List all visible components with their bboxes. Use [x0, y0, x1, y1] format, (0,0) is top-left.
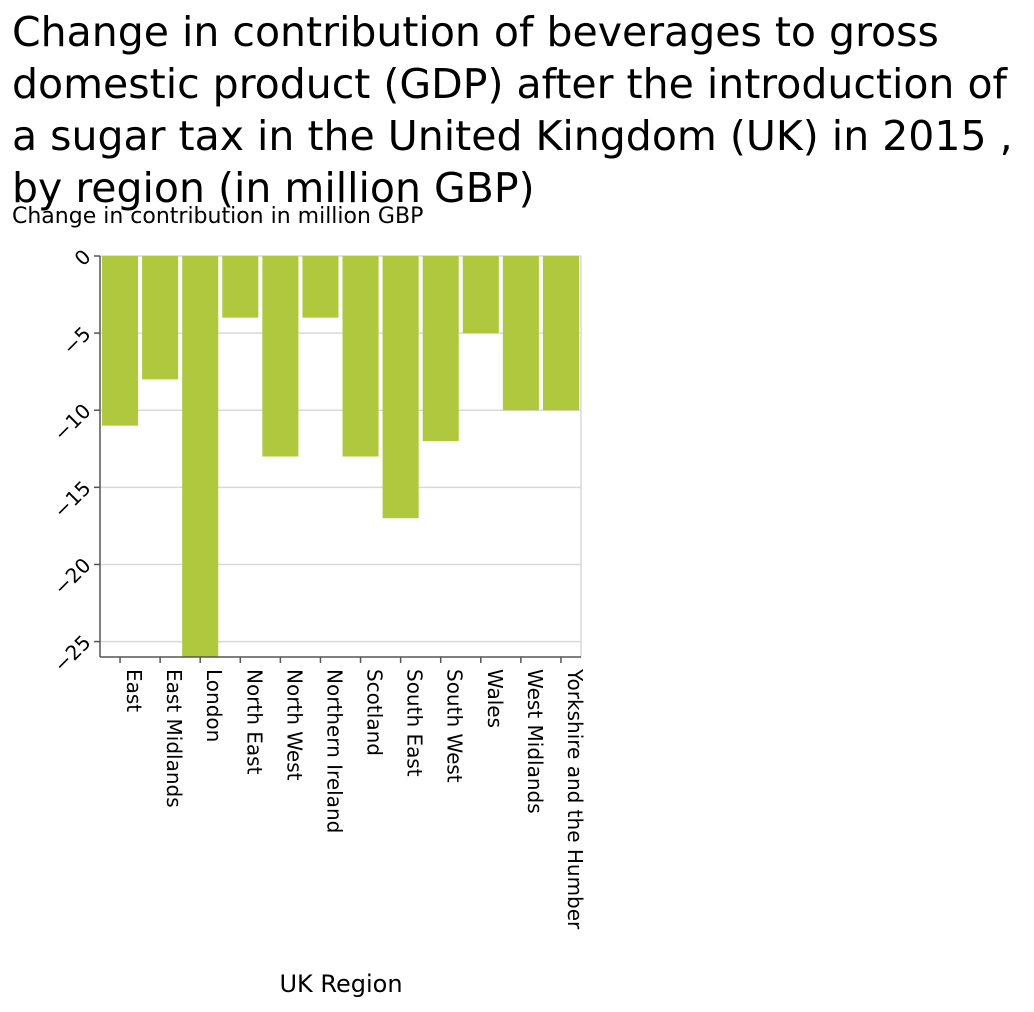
x-tick-label: Northern Ireland: [322, 669, 346, 833]
y-tick-label: −15: [49, 476, 96, 523]
x-tick-label: South West: [443, 669, 467, 783]
x-tick: East: [122, 669, 146, 712]
bar-south-west: [422, 256, 459, 442]
y-tick-label: 0: [70, 245, 96, 271]
x-tick-label: West Midlands: [523, 669, 547, 814]
bar-north-west: [262, 256, 299, 457]
y-tick-label: −5: [58, 322, 96, 360]
bar-south-east: [382, 256, 419, 519]
y-tick-label: −25: [49, 630, 96, 677]
x-tick-label: North East: [242, 669, 266, 775]
x-tick-label: Yorkshire and the Humber: [563, 668, 587, 930]
bar-scotland: [342, 256, 379, 457]
x-tick-label: East Midlands: [162, 669, 186, 808]
bar-london: [182, 256, 219, 657]
y-tick: −20: [49, 553, 96, 600]
bar-northern-ireland: [302, 256, 339, 318]
axes: [99, 256, 581, 658]
bar-north-east: [222, 256, 259, 318]
x-tick: Northern Ireland: [322, 669, 346, 833]
x-tick: Scotland: [363, 669, 387, 756]
bar-east: [102, 256, 139, 426]
y-tick: −5: [58, 322, 96, 360]
x-tick-label: East: [122, 669, 146, 712]
x-tick: North East: [242, 669, 266, 775]
y-tick: −25: [49, 630, 96, 677]
x-tick: North West: [282, 669, 306, 781]
x-tick-label: London: [202, 669, 226, 742]
bar-east-midlands: [142, 256, 179, 380]
x-axis-label: UK Region: [279, 970, 403, 998]
y-tick-label: −20: [49, 553, 96, 600]
y-axis-label: Change in contribution in million GBP: [12, 204, 424, 229]
x-tick: Wales: [483, 669, 507, 728]
bar-wales: [462, 256, 499, 334]
chart-title: Change in contribution of beverages to g…: [12, 8, 1013, 212]
y-ticks: 0 −5 −10 −15 −20 −25: [49, 245, 100, 677]
x-tick: East Midlands: [162, 669, 186, 808]
x-tick-label: Wales: [483, 669, 507, 728]
x-tick-label: North West: [282, 669, 306, 781]
x-tick: Yorkshire and the Humber: [563, 668, 587, 930]
x-tick-label: Scotland: [363, 669, 387, 756]
y-tick: 0: [70, 245, 96, 271]
x-tick: South West: [443, 669, 467, 783]
y-tick-label: −10: [49, 399, 96, 446]
y-tick: −10: [49, 399, 96, 446]
bar-yorkshire-and-the-humber: [542, 256, 579, 411]
x-tick: London: [202, 669, 226, 742]
grid-lines: [100, 255, 582, 657]
x-ticks: East East Midlands London North East North W…: [119, 657, 587, 930]
x-tick: West Midlands: [523, 669, 547, 814]
y-tick: −15: [49, 476, 96, 523]
bar-west-midlands: [502, 256, 539, 411]
x-tick-label: South East: [403, 669, 427, 777]
x-tick: South East: [403, 669, 427, 777]
bars: [102, 256, 579, 657]
